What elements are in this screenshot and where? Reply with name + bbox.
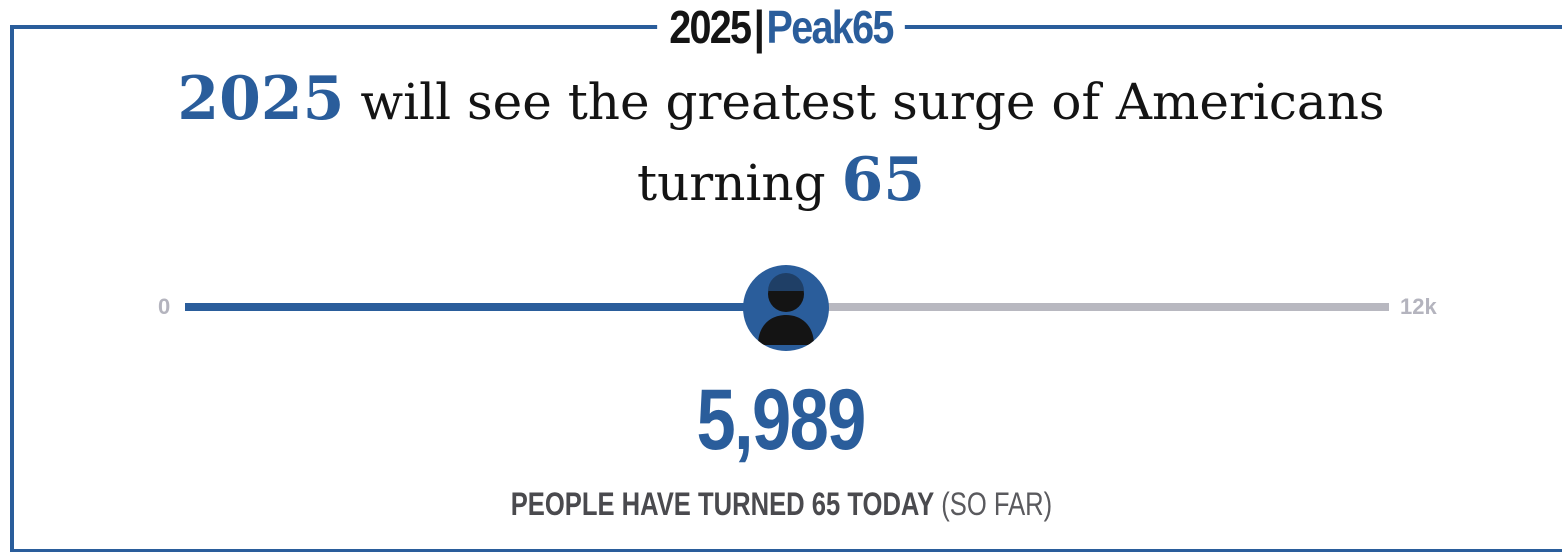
caption-qualifier: (SO FAR) — [933, 486, 1052, 522]
header-separator: | — [753, 1, 765, 53]
widget-header: 2025|Peak65 — [0, 0, 1562, 66]
progress-fill — [185, 303, 786, 311]
headline-age: 65 — [841, 145, 926, 215]
person-icon — [758, 273, 814, 345]
caption-main: PEOPLE HAVE TURNED 65 TODAY — [510, 486, 934, 522]
header-title: 2025|Peak65 — [657, 0, 905, 54]
progress-max-label: 12k — [1400, 294, 1437, 319]
headline-year: 2025 — [177, 64, 345, 134]
headline-text: will see the greatest surge of Americans — [344, 73, 1385, 131]
count-caption: PEOPLE HAVE TURNED 65 TODAY (SO FAR) — [0, 484, 1562, 524]
header-brand: Peak65 — [766, 1, 895, 53]
header-year: 2025 — [669, 1, 752, 53]
progress-min-label: 0 — [158, 294, 171, 319]
progress-thumb — [743, 265, 829, 351]
people-count: 5,989 — [0, 370, 1562, 470]
headline-text-line2: turning — [637, 154, 842, 212]
people-count-value: 5,989 — [696, 372, 867, 468]
headline: 2025 will see the greatest surge of Amer… — [0, 60, 1562, 222]
